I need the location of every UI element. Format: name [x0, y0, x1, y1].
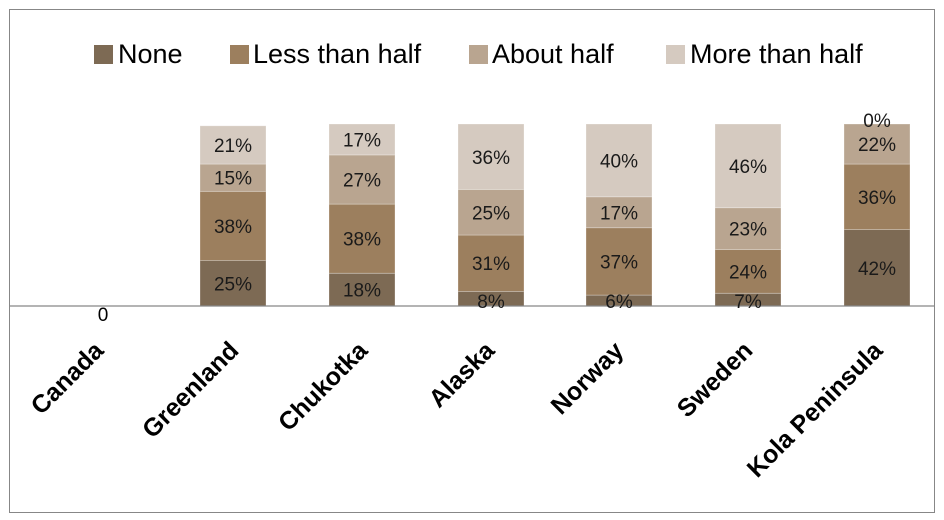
bar-segment [843, 163, 911, 230]
category-labels: Canada Greenland Chukotka Alaska Norway Swede… [26, 336, 889, 483]
data-label: 18% [343, 281, 381, 302]
legend-swatch-3 [666, 45, 685, 64]
data-label: 24% [729, 262, 767, 283]
category-label: Greenland [137, 336, 244, 443]
bar-segment [843, 123, 911, 165]
legend-label-2: About half [492, 39, 614, 69]
legend-label-1: Less than half [253, 39, 422, 69]
bar-segment [457, 189, 525, 236]
data-label: 21% [214, 136, 252, 157]
data-label: 0% [863, 111, 891, 132]
segment-labels: 25% 38% 15% 21% 18% 38% 27% 17% 8% 31% 25% 36% 6% 37%… [98, 111, 896, 326]
bars [199, 123, 911, 307]
data-label: 8% [477, 292, 505, 313]
bar-segment [585, 227, 653, 296]
data-label: 6% [605, 292, 633, 313]
data-label: 22% [858, 135, 896, 156]
data-label: 7% [734, 292, 762, 313]
data-label: 38% [214, 217, 252, 238]
bar-segment [328, 123, 396, 156]
data-label: 46% [729, 157, 767, 178]
data-label: 36% [472, 148, 510, 169]
data-label: 25% [214, 274, 252, 295]
bar-segment [199, 260, 267, 307]
category-label: Kola Peninsula [742, 336, 889, 483]
bar-segment [714, 207, 782, 250]
category-label: Canada [26, 336, 110, 420]
bar-segment [714, 123, 782, 209]
bar-segment [328, 272, 396, 307]
bar-segment [328, 203, 396, 274]
data-label: 23% [729, 220, 767, 241]
data-label: 27% [343, 171, 381, 192]
legend-label-3: More than half [690, 39, 863, 69]
category-label: Norway [546, 336, 630, 420]
category-label: Chukotka [273, 336, 374, 437]
bar-segment [714, 249, 782, 294]
legend-swatch-0 [94, 45, 113, 64]
data-label: 15% [214, 169, 252, 190]
bar-segment [843, 229, 911, 307]
bar-segment [457, 123, 525, 190]
legend-swatch-1 [230, 45, 249, 64]
category-label: Alaska [423, 336, 501, 414]
bar-segment [585, 123, 653, 198]
legend-label-0: None [118, 39, 183, 69]
data-label: 40% [600, 151, 638, 172]
zero-label: 0 [98, 305, 109, 326]
bar-segment [328, 154, 396, 205]
data-label: 31% [472, 254, 510, 275]
data-label: 42% [858, 259, 896, 280]
category-label: Sweden [672, 336, 759, 423]
bar-segment [199, 163, 267, 192]
legend: None Less than half About half More than ha… [94, 39, 863, 69]
bar-segment [199, 125, 267, 165]
data-label: 38% [343, 230, 381, 251]
data-label: 17% [600, 203, 638, 224]
data-label: 17% [343, 130, 381, 151]
data-label: 25% [472, 203, 510, 224]
legend-swatch-2 [469, 45, 488, 64]
data-label: 36% [858, 188, 896, 209]
data-label: 37% [600, 252, 638, 273]
